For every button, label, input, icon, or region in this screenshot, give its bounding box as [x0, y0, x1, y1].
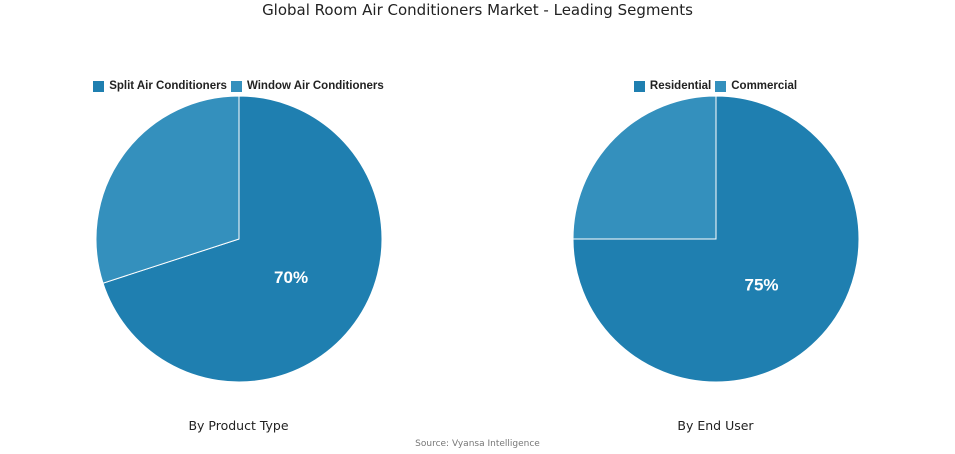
legend-label: Split Air Conditioners — [109, 80, 227, 92]
end-user-chart: Residential Commercial 75% By End User — [477, 0, 954, 454]
chart-caption: By End User — [677, 418, 754, 433]
legend-swatch — [93, 80, 105, 92]
pie-slice-split-air-conditioners[interactable] — [102, 95, 383, 383]
chart-title: Global Room Air Conditioners Market - Le… — [262, 1, 693, 19]
legend-label: Residential — [649, 80, 712, 92]
legend-swatch — [230, 80, 242, 92]
pie-slice-window-air-conditioners[interactable] — [95, 95, 240, 284]
legend-item-split[interactable]: Split Air Conditioners — [93, 80, 227, 92]
legend-label: Commercial — [731, 80, 798, 92]
legend-item-window[interactable]: Window Air Conditioners — [230, 80, 384, 92]
pie-chart-end-user: 75% — [572, 95, 860, 383]
slice-data-label: 70% — [274, 268, 308, 287]
legend-item-residential[interactable]: Residential — [633, 80, 712, 92]
product-type-chart: Split Air Conditioners Window Air Condit… — [0, 0, 477, 454]
legend-swatch — [715, 80, 727, 92]
legend-label: Window Air Conditioners — [246, 80, 384, 92]
pie-chart-product-type: 70% — [95, 95, 383, 383]
legend-swatch — [633, 80, 645, 92]
pie-slice-commercial[interactable] — [572, 95, 717, 240]
legend: Residential Commercial — [477, 80, 954, 92]
chart-caption: By Product Type — [188, 418, 289, 433]
source-note: Source: Vyansa Intelligence — [415, 439, 540, 449]
legend: Split Air Conditioners Window Air Condit… — [0, 80, 477, 92]
pie-slice-residential[interactable] — [572, 95, 860, 383]
slice-data-label: 75% — [744, 276, 778, 295]
legend-item-commercial[interactable]: Commercial — [715, 80, 797, 92]
